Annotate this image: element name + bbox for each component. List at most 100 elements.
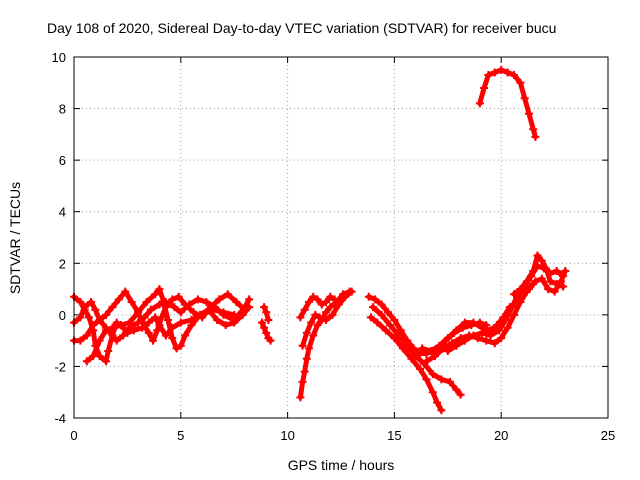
- data-point: [155, 285, 164, 294]
- data-point: [456, 390, 465, 399]
- data-point: [330, 295, 339, 304]
- data-point: [407, 354, 416, 363]
- data-point: [403, 341, 412, 350]
- data-point: [377, 310, 386, 319]
- data-point: [260, 323, 269, 332]
- data-point: [168, 334, 177, 343]
- data-point: [396, 326, 405, 335]
- data-point: [542, 264, 551, 273]
- data-point: [430, 352, 439, 361]
- data-point: [443, 334, 452, 343]
- data-point: [437, 406, 446, 415]
- data-point: [445, 377, 454, 386]
- data-point: [326, 303, 335, 312]
- data-point: [163, 316, 172, 325]
- data-point: [127, 297, 136, 306]
- data-point: [76, 336, 85, 345]
- data-point: [322, 297, 331, 306]
- data-point: [204, 305, 213, 314]
- data-point: [144, 328, 153, 337]
- data-point: [426, 346, 435, 355]
- y-axis-label: SDTVAR / TECUs: [7, 182, 23, 294]
- data-point: [95, 316, 104, 325]
- data-point: [497, 65, 506, 74]
- data-point: [522, 277, 531, 286]
- data-point: [490, 339, 499, 348]
- data-point: [112, 336, 121, 345]
- data-point: [172, 344, 181, 353]
- data-point: [187, 321, 196, 330]
- series-arc-6: [260, 303, 273, 325]
- data-point: [149, 336, 158, 345]
- series-arc-4: [82, 285, 254, 366]
- data-point: [497, 334, 506, 343]
- data-point: [125, 318, 134, 327]
- data-point: [82, 331, 91, 340]
- data-point: [102, 357, 111, 366]
- data-point: [313, 321, 322, 330]
- data-point: [181, 331, 190, 340]
- data-point: [546, 277, 555, 286]
- data-point: [482, 336, 491, 345]
- data-point: [159, 297, 168, 306]
- y-tick-label: 6: [59, 153, 66, 168]
- data-point: [170, 303, 179, 312]
- data-point: [452, 385, 461, 394]
- data-point: [507, 303, 516, 312]
- data-point: [302, 354, 311, 363]
- x-axis-label: GPS time / hours: [288, 457, 395, 473]
- data-point: [416, 365, 425, 374]
- data-point: [371, 295, 380, 304]
- data-point: [490, 68, 499, 77]
- data-point: [315, 313, 324, 322]
- y-tick-label: -4: [54, 411, 66, 426]
- data-point: [460, 318, 469, 327]
- data-point: [262, 308, 271, 317]
- data-point: [91, 305, 100, 314]
- data-point: [531, 132, 540, 141]
- data-point: [238, 310, 247, 319]
- data-point: [322, 316, 331, 325]
- data-point: [84, 313, 93, 322]
- data-point: [561, 267, 570, 276]
- data-point: [296, 393, 305, 402]
- plot-area: [70, 65, 570, 415]
- data-point: [475, 99, 484, 108]
- data-point: [386, 321, 395, 330]
- data-point: [116, 321, 125, 330]
- data-point: [503, 68, 512, 77]
- data-point: [138, 318, 147, 327]
- data-point: [347, 287, 356, 296]
- series-arc-9: [298, 287, 356, 350]
- data-point: [469, 318, 478, 327]
- data-point: [477, 328, 486, 337]
- data-point: [300, 305, 309, 314]
- data-point: [108, 331, 117, 340]
- data-point: [529, 125, 538, 134]
- data-point: [373, 318, 382, 327]
- data-point: [516, 78, 525, 87]
- data-point: [76, 313, 85, 322]
- data-point: [524, 285, 533, 294]
- data-point: [326, 292, 335, 301]
- data-point: [114, 295, 123, 304]
- data-point: [516, 285, 525, 294]
- data-point: [157, 313, 166, 322]
- data-point: [146, 305, 155, 314]
- data-point: [215, 295, 224, 304]
- data-point: [196, 310, 205, 319]
- data-point: [422, 357, 431, 366]
- data-point: [501, 316, 510, 325]
- data-point: [557, 277, 566, 286]
- y-tick-label: -2: [54, 359, 66, 374]
- data-point: [369, 303, 378, 312]
- data-point: [544, 285, 553, 294]
- data-point: [309, 292, 318, 301]
- data-point: [512, 297, 521, 306]
- data-point: [80, 303, 89, 312]
- data-point: [89, 321, 98, 330]
- data-point: [550, 287, 559, 296]
- data-point: [121, 287, 130, 296]
- data-point: [76, 297, 85, 306]
- data-point: [390, 316, 399, 325]
